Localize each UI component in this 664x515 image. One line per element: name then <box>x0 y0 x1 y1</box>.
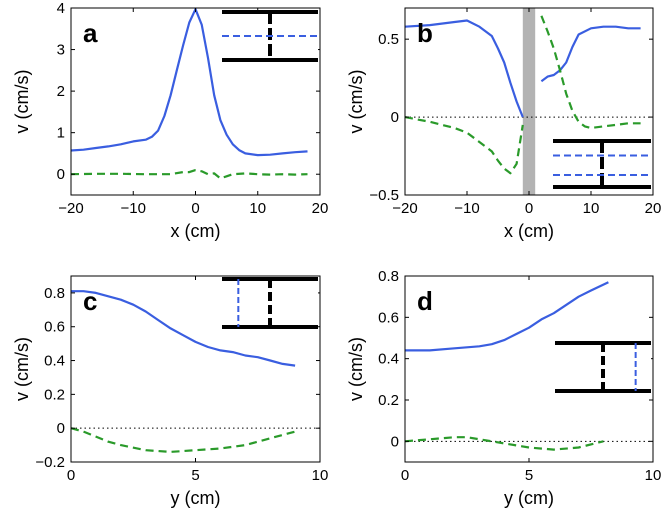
y-axis-label: v (cm/s) <box>346 70 366 134</box>
y-tick-label: 0 <box>391 433 399 450</box>
y-tick-label: 0 <box>57 166 65 183</box>
y-tick-label: 0.5 <box>378 31 399 48</box>
y-tick-label: −0.5 <box>369 187 399 204</box>
x-tick-label: −10 <box>121 200 146 217</box>
x-tick-label: 0 <box>525 200 533 217</box>
panel-letter: c <box>83 286 97 316</box>
y-tick-label: 3 <box>57 42 65 59</box>
y-tick-label: 0 <box>57 420 65 437</box>
y-tick-label: 0.8 <box>378 268 399 285</box>
y-tick-label: 1 <box>57 125 65 142</box>
panel-letter: b <box>417 18 433 48</box>
series-line-blue-solid <box>405 281 609 352</box>
y-tick-label: −0.2 <box>35 454 65 471</box>
y-axis-label: v (cm/s) <box>12 70 32 134</box>
channel-inset-icon <box>222 277 318 329</box>
x-tick-label: −10 <box>454 200 479 217</box>
x-axis-label: y (cm) <box>504 488 554 508</box>
x-axis-label: y (cm) <box>171 488 221 508</box>
x-tick-label: 10 <box>312 467 329 484</box>
panel-letter: d <box>417 286 433 316</box>
x-tick-label: 10 <box>583 200 600 217</box>
series-line-green-dashed <box>70 427 296 453</box>
y-tick-label: 0.8 <box>44 285 65 302</box>
x-tick-label: −20 <box>58 200 83 217</box>
y-tick-label: 0.2 <box>378 392 399 409</box>
y-tick-label: 0.6 <box>44 319 65 336</box>
channel-inset-icon <box>553 139 651 189</box>
panel-d: 0 5 10 0 0.2 0.4 0.6 0.8 y (cm) v (cm/s) d <box>346 268 661 508</box>
x-tick-label: 5 <box>525 467 533 484</box>
panel-a: −20 −10 0 10 20 0 1 2 3 4 x (cm) v (cm/s) a <box>12 0 328 241</box>
y-tick-label: 0.2 <box>44 386 65 403</box>
panel-c: 0 5 10−0.200.20.40.60.8y (cm)v (cm/s)c <box>12 275 329 508</box>
series-line-blue-solid <box>71 290 296 367</box>
x-tick-label: −20 <box>392 200 417 217</box>
panel-b: −20 −10 0 10 20 −0.5 0 0.5 x (cm) v (cm/s) b <box>346 7 662 241</box>
x-axis-label: x (cm) <box>504 221 554 241</box>
series-line-green-dashed <box>70 169 308 180</box>
wall-shade <box>522 8 536 195</box>
x-tick-label: 20 <box>312 200 329 217</box>
series-line-blue-solid <box>70 8 308 157</box>
x-tick-label: 20 <box>645 200 662 217</box>
panel-letter: a <box>83 18 98 48</box>
x-axis-label: x (cm) <box>171 221 221 241</box>
y-axis-label: v (cm/s) <box>346 337 366 401</box>
x-tick-label: 5 <box>191 467 199 484</box>
y-tick-label: 0.4 <box>378 351 399 368</box>
x-tick-label: 0 <box>401 467 409 484</box>
y-tick-label: 0.4 <box>44 353 65 370</box>
y-tick-label: 0.6 <box>378 309 399 326</box>
y-axis-label: v (cm/s) <box>12 337 32 401</box>
channel-inset-icon <box>555 341 651 393</box>
x-tick-label: 10 <box>645 467 662 484</box>
series-line-green-dashed <box>404 436 604 451</box>
x-tick-label: 0 <box>191 200 199 217</box>
series-line-blue-solid-left <box>404 19 524 118</box>
series-line-blue-solid-right <box>540 25 641 83</box>
x-tick-label: 10 <box>249 200 266 217</box>
series-line-green-dashed-left <box>404 116 524 175</box>
y-tick-label: 0 <box>391 109 399 126</box>
y-tick-label: 4 <box>57 0 65 17</box>
channel-inset-icon <box>222 10 318 62</box>
y-tick-label: 2 <box>57 83 65 100</box>
x-tick-label: 0 <box>67 467 75 484</box>
